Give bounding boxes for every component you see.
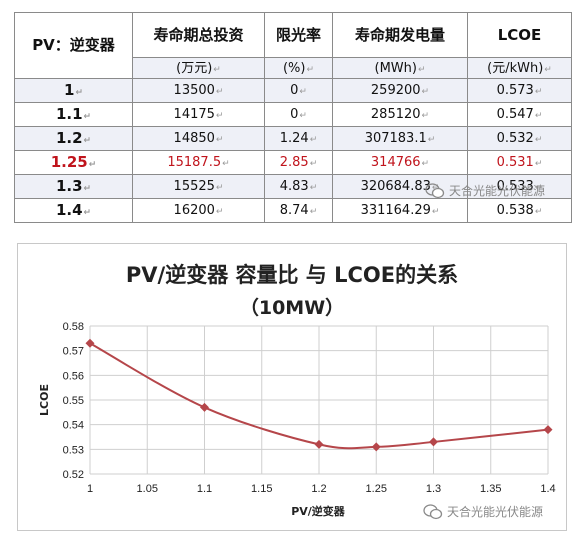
data-point xyxy=(85,338,95,348)
x-axis-ticks: 1 1.05 1.1 1.15 1.2 1.25 1.3 1.35 1.4 xyxy=(87,483,556,495)
table-cell-pv: 1.2↵ xyxy=(14,126,133,151)
table-cell-lcoe: 0.547↵ xyxy=(467,102,572,127)
data-point xyxy=(371,442,381,452)
table-cell-energy: 259200↵ xyxy=(332,78,468,103)
table-cell-lcoe: 0.531↵ xyxy=(467,150,572,175)
header-investment: 寿命期总投资 xyxy=(132,12,265,58)
unit-curtailment: (%)↵ xyxy=(264,57,333,79)
watermark-top: 天合光能光伏能源 xyxy=(425,182,545,199)
table-cell-curtail: 4.83↵ xyxy=(264,174,333,199)
header-lcoe: LCOE xyxy=(467,12,572,58)
header-pv-ratio: PV：逆变器 xyxy=(14,12,133,79)
y-tick-label: 0.56 xyxy=(63,370,84,382)
table-cell-curtail: 1.24↵ xyxy=(264,126,333,151)
table-cell-curtail: 2.85↵ xyxy=(264,150,333,175)
chart-subtitle: （10MW） xyxy=(240,296,344,319)
lcoe-chart: PV/逆变器 容量比 与 LCOE的关系 （10MW） 0.52 0.53 0.54… xyxy=(38,263,556,518)
table-unit-row: (万元)↵ (%)↵ (MWh)↵ (元/kWh)↵ xyxy=(15,57,572,79)
table-cell-energy: 314766↵ xyxy=(332,150,468,175)
y-tick-label: 0.55 xyxy=(63,395,84,407)
x-tick-label: 1.2 xyxy=(311,483,326,495)
x-tick-label: 1.35 xyxy=(480,483,501,495)
table-cell-curtail: 8.74↵ xyxy=(264,198,333,223)
table-cell-invest: 15187.5↵ xyxy=(132,150,265,175)
unit-lcoe: (元/kWh)↵ xyxy=(467,57,572,79)
plot-area xyxy=(85,338,553,452)
x-tick-label: 1.4 xyxy=(540,483,555,495)
table-cell-curtail: 0↵ xyxy=(264,102,333,127)
x-tick-label: 1.3 xyxy=(426,483,441,495)
chart-grid xyxy=(89,325,549,475)
x-tick-label: 1.05 xyxy=(137,483,158,495)
x-tick-label: 1.15 xyxy=(251,483,272,495)
table-cell-energy: 320684.83↵ xyxy=(332,174,468,199)
y-tick-label: 0.52 xyxy=(63,469,84,481)
unit-energy: (MWh)↵ xyxy=(332,57,468,79)
data-point xyxy=(429,437,438,447)
table-cell-invest: 15525↵ xyxy=(132,174,265,199)
table-row: 1.4↵ 16200↵ 8.74↵ 331164.29↵ 0.538↵ xyxy=(14,198,572,223)
table-cell-pv: 1.1↵ xyxy=(14,102,133,127)
table-row: 1.1↵ 14175↵ 0↵ 285120↵ 0.547↵ xyxy=(14,102,572,127)
table-row: 1.2↵ 14850↵ 1.24↵ 307183.1↵ 0.532↵ xyxy=(14,126,572,151)
table-cell-lcoe: 0.533↵ xyxy=(467,174,572,199)
table-header-row: PV：逆变器 寿命期总投资 限光率 寿命期发电量 LCOE xyxy=(14,12,572,79)
data-point xyxy=(314,439,324,449)
table-cell-lcoe: 0.532↵ xyxy=(467,126,572,151)
y-tick-label: 0.53 xyxy=(63,444,84,456)
table-cell-lcoe: 0.538↵ xyxy=(467,198,572,223)
table-row: 1.25↵ 15187.5↵ 2.85↵ 314766↵ 0.531↵ xyxy=(14,150,572,175)
header-curtailment: 限光率 xyxy=(264,12,333,58)
wechat-icon xyxy=(425,182,445,198)
table-cell-curtail: 0↵ xyxy=(264,78,333,103)
x-tick-label: 1.1 xyxy=(197,483,212,495)
y-tick-label: 0.57 xyxy=(63,346,84,358)
table-cell-invest: 13500↵ xyxy=(132,78,265,103)
table-cell-pv: 1↵ xyxy=(14,78,133,103)
header-energy: 寿命期发电量 xyxy=(332,12,468,58)
x-tick-label: 1.25 xyxy=(366,483,387,495)
y-tick-label: 0.58 xyxy=(63,321,84,333)
table-cell-pv: 1.25↵ xyxy=(14,150,133,175)
table-cell-pv: 1.3↵ xyxy=(14,174,133,199)
table-cell-invest: 14175↵ xyxy=(132,102,265,127)
lcoe-table: PV：逆变器 寿命期总投资 限光率 寿命期发电量 LCOE (万元)↵ (%)↵… xyxy=(14,12,572,223)
wechat-icon xyxy=(423,503,443,519)
data-point xyxy=(543,425,553,435)
chart-frame: PV/逆变器 容量比 与 LCOE的关系 （10MW） 0.52 0.53 0.54… xyxy=(17,243,567,531)
x-axis-label: PV/逆变器 xyxy=(291,504,346,518)
table-cell-energy: 331164.29↵ xyxy=(332,198,468,223)
table-cell-energy: 307183.1↵ xyxy=(332,126,468,151)
data-point xyxy=(200,402,209,412)
watermark-bottom: 天合光能光伏能源 xyxy=(423,503,543,520)
unit-investment: (万元)↵ xyxy=(132,57,265,79)
watermark-text: 天合光能光伏能源 xyxy=(449,184,546,198)
watermark-text: 天合光能光伏能源 xyxy=(447,505,544,519)
y-tick-label: 0.54 xyxy=(63,420,84,432)
table-cell-invest: 14850↵ xyxy=(132,126,265,151)
x-tick-label: 1 xyxy=(87,483,93,495)
table-row: 1.3↵15525↵4.83↵320684.83↵0.533↵ xyxy=(14,174,572,199)
table-cell-lcoe: 0.573↵ xyxy=(467,78,572,103)
table-cell-pv: 1.4↵ xyxy=(14,198,133,223)
chart-title: PV/逆变器 容量比 与 LCOE的关系 xyxy=(126,263,458,287)
table-row: 1↵ 13500↵ 0↵ 259200↵ 0.573↵ xyxy=(14,78,572,103)
table-cell-invest: 16200↵ xyxy=(132,198,265,223)
table-cell-energy: 285120↵ xyxy=(332,102,468,127)
y-axis-ticks: 0.52 0.53 0.54 0.55 0.56 0.57 0.58 xyxy=(63,321,84,481)
y-axis-label: LCOE xyxy=(38,384,51,416)
series-line xyxy=(89,342,549,450)
